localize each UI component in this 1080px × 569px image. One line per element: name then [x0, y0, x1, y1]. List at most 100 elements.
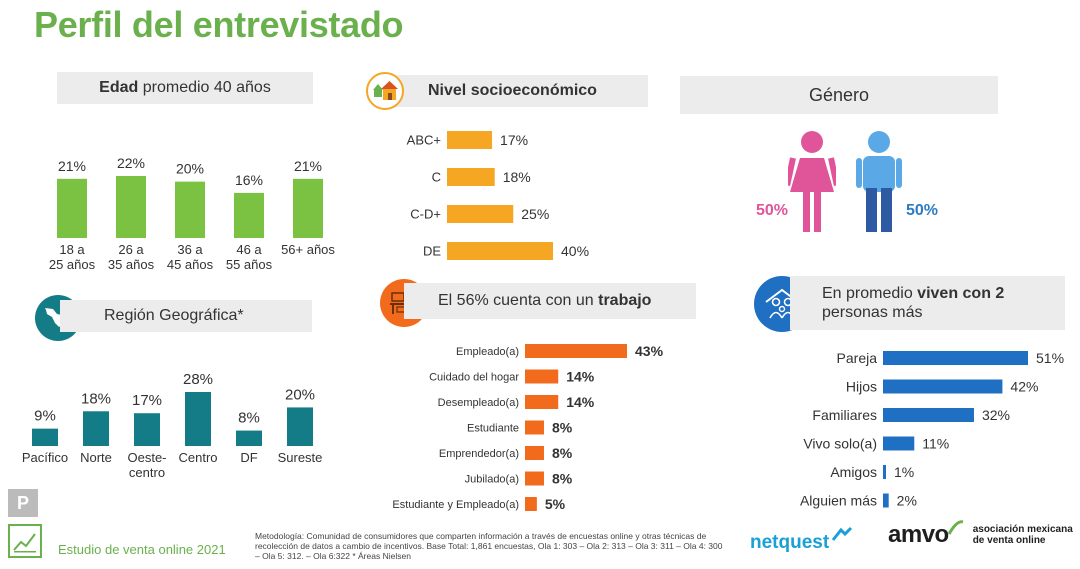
viven-category-label: Hijos [846, 378, 877, 394]
viven-header: En promedio viven con 2 personas más [790, 276, 1065, 330]
nivel-category-label: DE [423, 244, 441, 259]
nivel-value-label: 40% [561, 243, 589, 259]
region-header-label: Región Geográfica* [104, 307, 244, 324]
region-bar [185, 392, 211, 446]
trabajo-value-label: 8% [552, 445, 573, 461]
nivel-category-label: ABC+ [407, 133, 441, 148]
netquest-wave-icon [832, 526, 853, 541]
viven-bar [883, 436, 915, 451]
region-value-label: 9% [34, 408, 56, 425]
edad-value-label: 21% [294, 158, 322, 174]
female-icon [788, 131, 836, 232]
edad-header-rest: promedio 40 años [138, 79, 271, 96]
trabajo-bar [525, 395, 559, 409]
viven-category-label: Pareja [837, 350, 878, 366]
viven-bar [883, 408, 974, 422]
footer-study: Estudio de venta online 2021 [58, 542, 226, 557]
trabajo-bar [525, 471, 544, 486]
edad-value-label: 22% [117, 155, 145, 171]
edad-value-label: 16% [235, 172, 263, 188]
trabajo-value-label: 43% [635, 343, 664, 359]
trabajo-category-label: Cuidado del hogar [429, 371, 519, 383]
methodology-note: Metodología: Comunidad de consumidores q… [255, 531, 723, 561]
trabajo-header-pre: El 56% cuenta con un [438, 292, 599, 309]
nivel-value-label: 25% [521, 206, 549, 222]
region-header: Región Geográfica* [60, 300, 312, 332]
nivel-bar [447, 242, 553, 260]
region-category-label: Centro [178, 450, 217, 465]
amvo-logo: amvo asociación mexicana de venta online [888, 520, 1073, 549]
nivel-value-label: 18% [503, 169, 531, 185]
viven-category-label: Alguien más [800, 492, 877, 508]
trabajo-bar [525, 344, 627, 358]
nivel-header-label: Nivel socioeconómico [428, 82, 597, 99]
netquest-logo-text: netquest [750, 532, 830, 553]
region-value-label: 8% [238, 410, 260, 427]
nivel-value-label: 17% [500, 132, 528, 148]
edad-category-label: 46 a [236, 242, 262, 257]
region-chart: 9% Pacífico 18% Norte 17% Oeste-centro 28% Cent… [22, 371, 323, 480]
amvo-logo-text: amvo [888, 521, 949, 548]
edad-category-label: 26 a [118, 242, 144, 257]
trabajo-category-label: Estudiante y Empleado(a) [392, 499, 519, 511]
amvo-swoosh-icon [947, 520, 964, 535]
edad-category-label: 55 años [226, 257, 273, 272]
trabajo-bar [525, 369, 559, 384]
trabajo-bar [525, 420, 544, 435]
viven-value-label: 1% [894, 464, 914, 480]
region-bar [83, 411, 109, 446]
page-badge: P [8, 489, 38, 517]
region-category-label: Norte [80, 450, 112, 465]
edad-category-label: 56+ años [281, 242, 335, 257]
region-value-label: 17% [132, 392, 162, 409]
viven-category-label: Amigos [830, 464, 877, 480]
nivel-bar [447, 168, 495, 186]
nivel-header: Nivel socioeconómico [386, 75, 648, 107]
edad-bar [57, 178, 87, 238]
edad-category-label: 45 años [167, 257, 214, 272]
nivel-chart: ABC+ 17% C 18% C-D+ 25% DE 40% [407, 131, 589, 260]
trabajo-value-label: 8% [552, 470, 573, 486]
edad-header: Edad promedio 40 años [57, 72, 313, 104]
viven-header-pre: En promedio [822, 285, 918, 302]
viven-bar [883, 379, 1003, 394]
female-percent: 50% [756, 202, 789, 219]
viven-bar [883, 351, 1028, 365]
page-title: Perfil del entrevistado [34, 4, 404, 45]
viven-category-label: Familiares [812, 407, 877, 423]
region-value-label: 18% [81, 390, 111, 407]
male-percent: 50% [906, 202, 939, 219]
region-value-label: 28% [183, 371, 213, 388]
edad-bar [234, 192, 264, 238]
edad-chart: 21% 18 a25 años 22% 26 a35 años 20% 36 a45 añ… [49, 155, 336, 272]
region-category-label: Pacífico [22, 450, 68, 465]
male-icon [856, 131, 902, 232]
region-category-label: centro [129, 465, 165, 480]
viven-bar [883, 493, 889, 508]
trabajo-bar [525, 446, 544, 460]
viven-chart: Pareja 51% Hijos 42% Familiares 32% Vivo solo(… [800, 350, 1064, 509]
trabajo-value-label: 14% [566, 394, 595, 410]
region-category-label: DF [240, 450, 257, 465]
viven-value-label: 51% [1036, 350, 1064, 366]
house-icon [366, 72, 404, 110]
edad-category-label: 36 a [177, 242, 203, 257]
genero-header-label: Género [808, 84, 870, 105]
viven-header-bold: viven con 2 [917, 285, 1005, 302]
viven-value-label: 2% [897, 492, 917, 508]
region-category-label: Oeste- [127, 450, 166, 465]
trabajo-category-label: Jubilado(a) [465, 473, 519, 485]
edad-value-label: 20% [176, 161, 204, 177]
region-bar [134, 413, 160, 446]
genero-header: Género [680, 76, 998, 114]
edad-header-bold: Edad [99, 79, 139, 96]
edad-bar [116, 176, 146, 238]
edad-category-label: 18 a [59, 242, 85, 257]
viven-value-label: 42% [1010, 378, 1038, 394]
trabajo-bar [525, 497, 537, 511]
edad-category-label: 35 años [108, 257, 155, 272]
trabajo-value-label: 8% [552, 419, 573, 435]
trabajo-header-bold: trabajo [598, 292, 652, 309]
amvo-text-line1: asociación mexicana [972, 524, 1073, 535]
region-bar [287, 407, 313, 446]
